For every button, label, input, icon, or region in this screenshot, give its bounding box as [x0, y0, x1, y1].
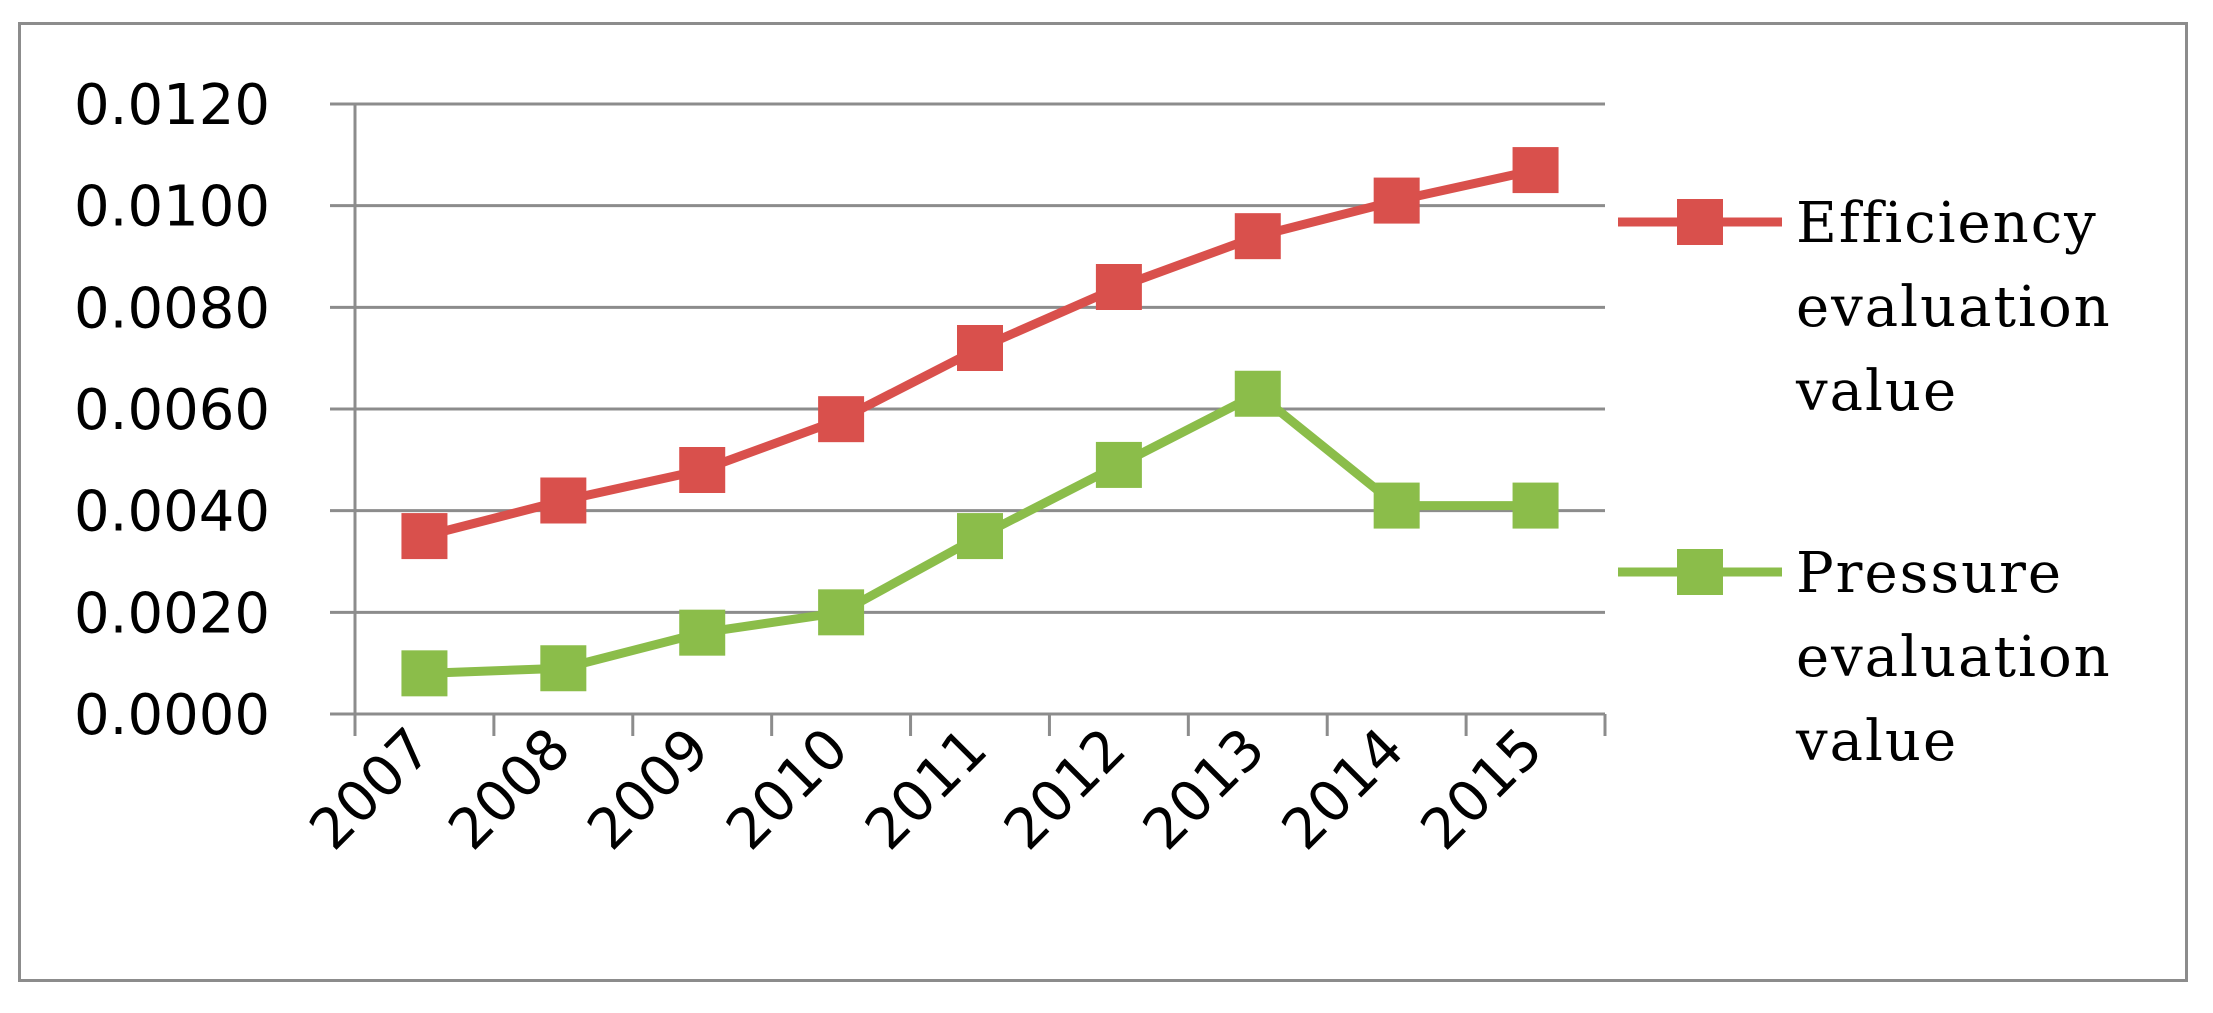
data-point-marker [1512, 147, 1559, 194]
legend-swatch-marker [1677, 549, 1723, 595]
x-tick-label: 2008 [436, 716, 583, 863]
x-tick-label: 2013 [1131, 716, 1278, 863]
x-tick-label: 2012 [992, 716, 1139, 863]
x-tick-label: 2009 [575, 716, 722, 863]
x-tick-label: 2015 [1409, 716, 1556, 863]
data-point-marker [1234, 213, 1281, 260]
legend-label: evaluation [1796, 625, 2112, 690]
data-point-marker [957, 325, 1003, 371]
y-tick-label: 0.0060 [74, 378, 270, 443]
data-point-marker [679, 609, 726, 656]
x-tick-label: 2011 [853, 716, 1000, 863]
data-point-marker [1095, 441, 1142, 488]
data-point-marker [957, 513, 1003, 560]
data-point-marker [1512, 482, 1559, 529]
x-tick-label: 2007 [298, 716, 445, 863]
chart-frame [18, 22, 2188, 982]
legend-label: value [1795, 709, 1958, 774]
data-point-marker [818, 589, 865, 636]
data-point-marker [818, 396, 865, 443]
y-tick-label: 0.0100 [74, 175, 270, 240]
data-point-marker [401, 513, 448, 560]
legend-label: evaluation [1796, 275, 2112, 340]
y-tick-label: 0.0080 [74, 276, 270, 341]
data-point-marker [540, 645, 587, 692]
y-tick-label: 0.0000 [74, 683, 270, 748]
data-point-marker [1234, 370, 1281, 417]
legend-label: Efficiency [1796, 191, 2098, 256]
data-point-marker [1373, 482, 1420, 529]
legend-label: value [1795, 359, 1958, 424]
data-point-marker [679, 447, 726, 493]
legend-swatch-marker [1677, 199, 1723, 245]
data-point-marker [1373, 177, 1420, 224]
x-tick-label: 2010 [714, 716, 861, 863]
x-tick-label: 2014 [1270, 716, 1417, 863]
data-point-marker [540, 477, 587, 524]
y-tick-label: 0.0040 [74, 480, 270, 545]
y-tick-label: 0.0120 [74, 73, 270, 138]
data-point-marker [401, 650, 448, 697]
y-tick-label: 0.0020 [74, 581, 270, 646]
data-point-marker [1095, 264, 1142, 310]
legend-label: Pressure [1796, 541, 2063, 606]
